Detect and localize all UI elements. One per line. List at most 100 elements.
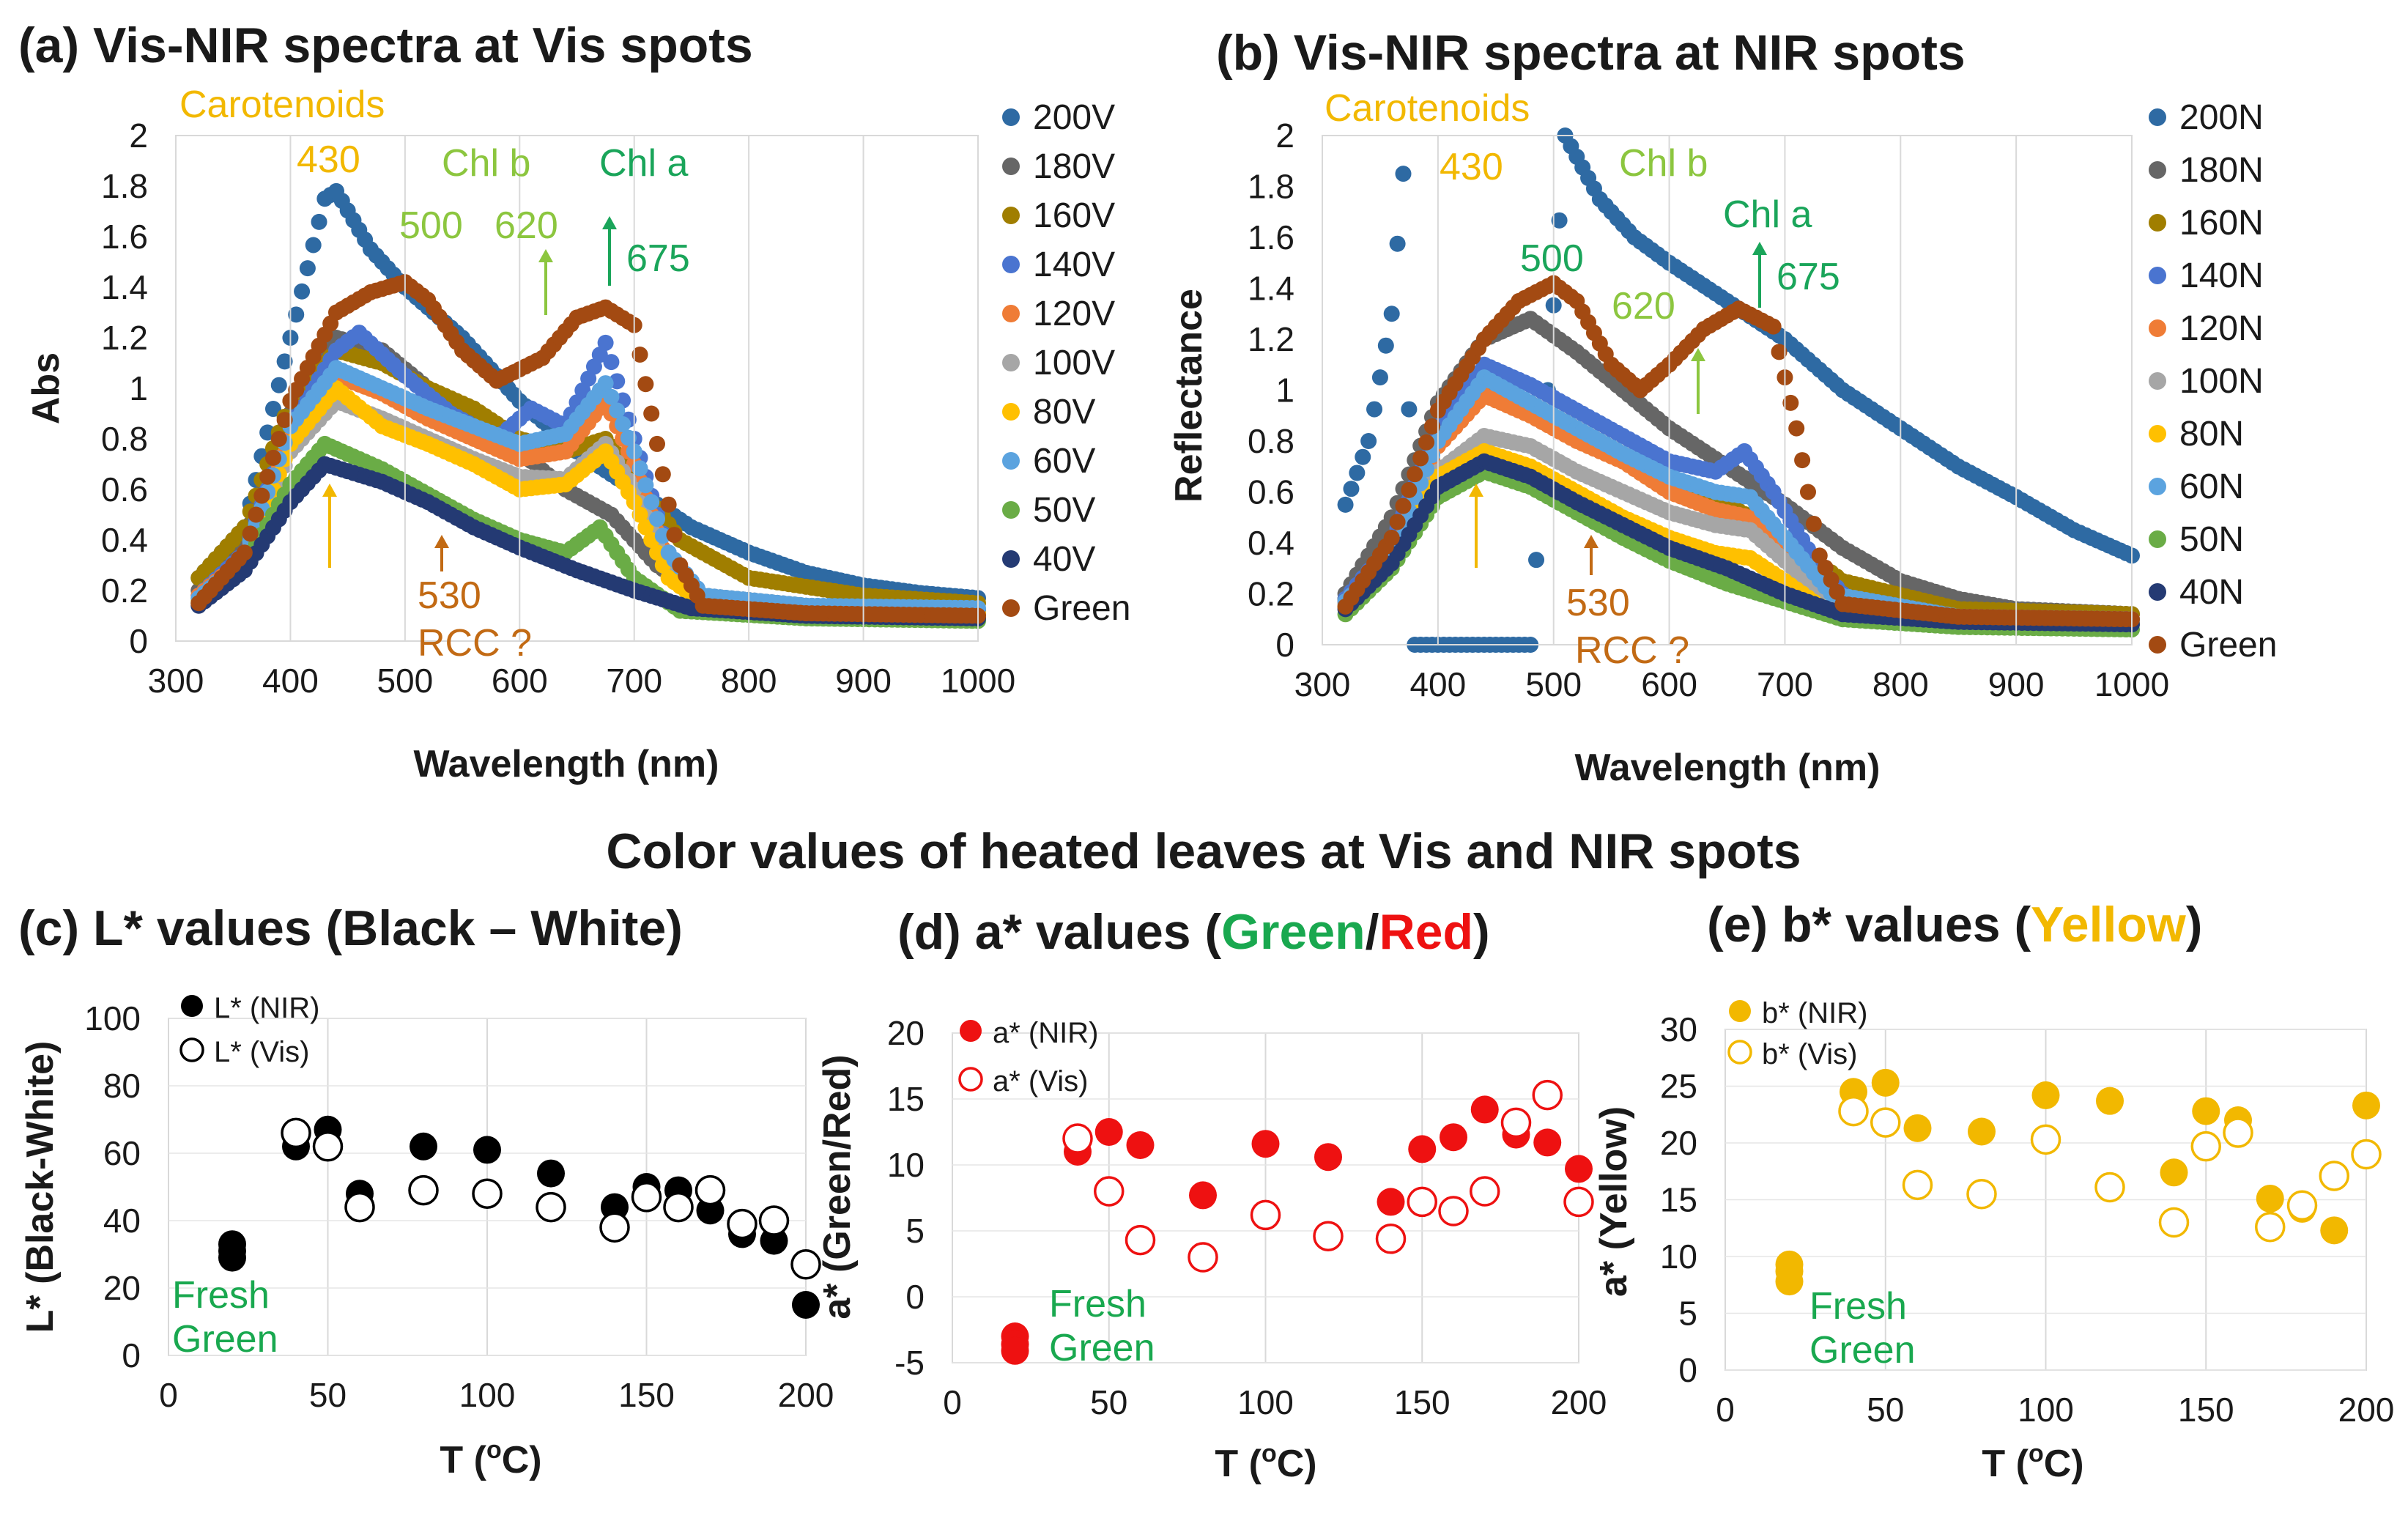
panel-c-ytick-label: 20 [103,1269,141,1307]
panel-e-series-layer [1775,1068,2382,1296]
data-point [1532,1079,1563,1111]
legend-marker [958,1067,983,1092]
legend-marker [1727,1040,1752,1065]
legend-marker [1002,108,1020,126]
legend-marker [1002,256,1020,273]
data-point [597,334,614,351]
panel-d-xtick-label: 100 [1237,1383,1294,1421]
data-point [603,388,620,405]
panel-d-series-a-vis- [1062,1079,1594,1273]
data-point [536,1191,566,1223]
panel-d-ytick-label: 10 [887,1146,925,1184]
data-point [1968,1117,1996,1146]
data-point [2158,1207,2190,1238]
panel-d-title: (d) a* values (Green/Red) [897,904,1490,960]
legend-marker [1002,501,1020,519]
panel-b-annotations: Carotenoids 430 Chl b 500 620 Chl a 675 … [1325,87,1840,672]
data-point [1871,1068,1900,1097]
panel-e-xtick-label: 200 [2338,1391,2395,1429]
data-point [2190,1130,2221,1162]
panel-e-ytick-label: 5 [1678,1295,1697,1333]
panel-b: (b) Vis-NIR spectra at NIR spots 300 400 5… [1168,25,2277,789]
data-point [637,477,654,494]
data-point [218,1243,246,1272]
panel-d-series-a-nir- [1001,1095,1593,1365]
data-point [2223,1117,2253,1148]
data-point [1870,1107,1901,1138]
legend-marker [1002,207,1020,224]
data-point [270,377,287,393]
data-point [654,466,671,483]
legend-label: 100N [2179,362,2264,401]
panel-c-ytick-label: 60 [103,1134,141,1172]
panel-e-series-b-vis- [1838,1095,2382,1243]
data-point [1470,1095,1499,1124]
data-point [2351,1139,2382,1170]
data-point [1355,448,1371,465]
data-point [1903,1114,1932,1142]
data-point [643,494,660,511]
data-point [1902,1169,1933,1201]
data-point [248,506,264,523]
panel-a-ytick-label: 1.2 [101,319,148,357]
panel-d-note-fresh: Fresh [1049,1283,1146,1325]
legend-marker [2149,636,2166,654]
panel-a-ylabel: Abs [25,352,67,424]
panel-b-anno-500: 500 [1520,237,1584,280]
panel-d-ytick-label: 5 [905,1212,925,1250]
panel-b-xtick-label: 1000 [2094,665,2169,703]
legend-marker [1002,403,1020,421]
data-point [649,544,665,561]
panel-d: (d) a* values (Green/Red) 0 50 100 150 200-5… [816,904,1607,1485]
panel-a-xtick-label: 500 [377,662,433,700]
data-point [2160,1158,2188,1187]
data-point [472,1178,503,1209]
legend-marker [2149,108,2166,126]
panel-d-legend: a* (NIR) a* (Vis) [958,1017,1098,1098]
panel-b-anno-430: 430 [1440,146,1503,188]
data-point [663,1191,694,1223]
panel-e: (e) b* values (Yellow) 0 50 100 150 200 0 5 10 1… [1593,897,2394,1485]
data-point [1470,1176,1500,1207]
panel-a-title: (a) Vis-NIR spectra at Vis spots [18,18,753,73]
data-point [1500,1107,1532,1139]
legend-label: a* (Vis) [993,1065,1088,1098]
data-point [1395,166,1412,182]
data-point [288,306,305,323]
panel-b-ytick-label: 0.2 [1248,575,1294,613]
data-point [631,506,648,523]
panel-c-series-layer [218,1115,821,1319]
legend-label: 100V [1033,344,1115,382]
data-point [299,260,316,277]
data-point [1383,530,1400,547]
panel-a-xlabel: Wavelength (nm) [414,743,719,785]
legend-marker [1002,452,1020,470]
panel-b-anno-620: 620 [1612,285,1675,327]
data-point [1794,452,1811,469]
panel-c-ytick-label: 100 [84,999,141,1037]
panel-d-xtick-label: 150 [1394,1383,1451,1421]
legend-marker [1002,550,1020,568]
panel-b-anno-carotenoids: Carotenoids [1325,87,1530,130]
panel-a-arrowhead-530 [434,535,449,548]
panel-a-anno-rcc: RCC ? [418,622,532,665]
panel-b-ytick-label: 0.8 [1248,422,1294,460]
data-point [1189,1181,1217,1210]
panel-a-ytick-label: 0.2 [101,571,148,610]
data-point [1800,484,1816,500]
data-point [1314,1143,1342,1172]
panel-b-arrowhead-675 [1752,242,1767,255]
data-point [1375,1224,1407,1254]
legend-label: 160V [1033,196,1115,235]
legend-marker [1002,599,1020,617]
data-point [1383,306,1400,322]
legend-label: 120V [1033,295,1115,333]
panel-b-ytick-label: 1.4 [1248,270,1294,308]
data-point [637,376,654,393]
legend-label: 140N [2179,256,2264,295]
panel-a-ytick-label: 2 [129,116,148,155]
legend-label: 180N [2179,151,2264,190]
panel-b-xtick-label: 500 [1525,665,1582,703]
panel-b-ytick-label: 1.8 [1248,168,1294,206]
